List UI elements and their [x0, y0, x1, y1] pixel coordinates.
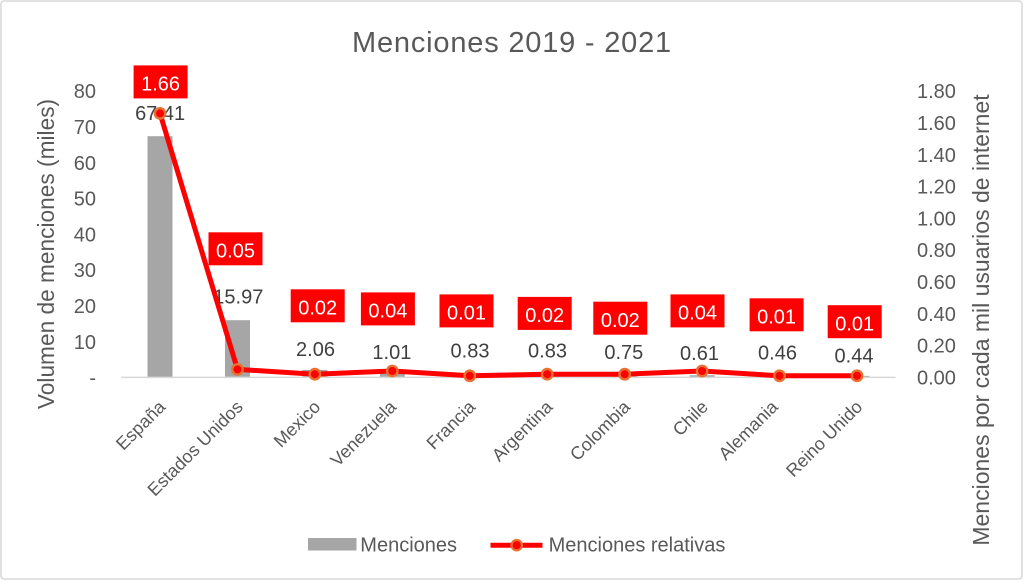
svg-text:0.83: 0.83 — [451, 341, 490, 363]
svg-text:0.83: 0.83 — [528, 341, 567, 363]
svg-text:0.04: 0.04 — [678, 303, 717, 325]
svg-text:0.60: 0.60 — [917, 272, 956, 294]
svg-text:Menciones: Menciones — [360, 535, 457, 557]
svg-text:0.61: 0.61 — [680, 343, 719, 365]
svg-text:1.20: 1.20 — [917, 177, 956, 199]
svg-text:0.20: 0.20 — [917, 336, 956, 358]
svg-text:20: 20 — [74, 296, 96, 318]
svg-text:0.46: 0.46 — [758, 343, 797, 365]
svg-text:0.04: 0.04 — [368, 301, 407, 323]
svg-text:15.97: 15.97 — [213, 287, 263, 309]
svg-text:1.60: 1.60 — [917, 113, 956, 135]
svg-text:0.40: 0.40 — [917, 304, 956, 326]
svg-text:-: - — [89, 368, 96, 390]
svg-text:0.80: 0.80 — [917, 240, 956, 262]
svg-text:0.75: 0.75 — [604, 342, 643, 364]
svg-text:1.01: 1.01 — [372, 342, 411, 364]
svg-text:1.66: 1.66 — [141, 74, 180, 96]
svg-text:70: 70 — [74, 117, 96, 139]
svg-text:0.44: 0.44 — [835, 346, 874, 368]
svg-text:40: 40 — [74, 224, 96, 246]
svg-text:80: 80 — [74, 81, 96, 103]
svg-text:1.40: 1.40 — [917, 145, 956, 167]
svg-text:0.02: 0.02 — [601, 310, 640, 332]
svg-text:0.01: 0.01 — [835, 313, 874, 335]
svg-text:50: 50 — [74, 189, 96, 211]
svg-text:0.00: 0.00 — [917, 367, 956, 389]
svg-text:Volumen de menciones (miles): Volumen de menciones (miles) — [33, 99, 59, 409]
svg-text:0.02: 0.02 — [525, 305, 564, 327]
svg-text:60: 60 — [74, 153, 96, 175]
svg-text:Menciones por cada mil usuario: Menciones por cada mil usuarios de inter… — [968, 94, 994, 546]
svg-text:10: 10 — [74, 332, 96, 354]
svg-text:0.05: 0.05 — [216, 241, 255, 263]
svg-text:Menciones 2019 - 2021: Menciones 2019 - 2021 — [352, 27, 672, 59]
svg-text:0.01: 0.01 — [757, 307, 796, 329]
svg-text:Menciones relativas: Menciones relativas — [549, 535, 726, 557]
svg-text:0.01: 0.01 — [447, 303, 486, 325]
svg-text:30: 30 — [74, 260, 96, 282]
svg-text:1.80: 1.80 — [917, 81, 956, 103]
svg-text:1.00: 1.00 — [917, 208, 956, 230]
svg-text:0.02: 0.02 — [298, 298, 337, 320]
svg-text:2.06: 2.06 — [296, 339, 335, 361]
